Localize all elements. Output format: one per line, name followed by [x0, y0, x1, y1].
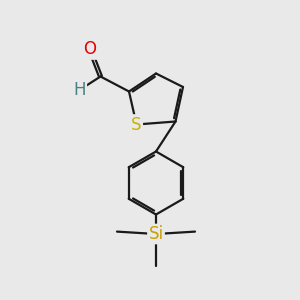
Text: O: O: [83, 40, 97, 58]
Text: Si: Si: [148, 225, 164, 243]
Text: S: S: [131, 116, 142, 134]
Text: H: H: [73, 81, 86, 99]
